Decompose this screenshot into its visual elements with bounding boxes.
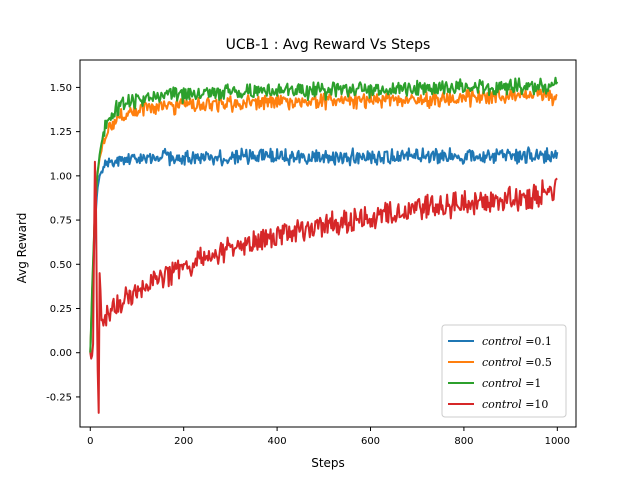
legend-label-value: =1 xyxy=(525,377,541,390)
legend-label-var: control xyxy=(482,356,525,369)
x-axis: 0 200 400 600 800 1000 xyxy=(87,427,570,447)
y-tick-label: 1.25 xyxy=(50,127,72,138)
legend-label-value: =0.5 xyxy=(525,356,552,369)
legend-label: control =0.1 xyxy=(482,335,552,348)
legend-label-var: control xyxy=(482,377,525,390)
legend-label: control =0.5 xyxy=(482,356,552,369)
y-tick-label: 0.50 xyxy=(50,260,72,271)
legend-label-value: =0.1 xyxy=(525,335,552,348)
x-axis-label: Steps xyxy=(311,456,345,470)
legend-label-var: control xyxy=(482,335,525,348)
y-tick-label: 0.75 xyxy=(50,216,72,227)
legend-label: control =1 xyxy=(482,377,541,390)
legend-box xyxy=(441,324,567,418)
legend-label-var: control xyxy=(482,398,525,411)
y-tick-label: -0.25 xyxy=(46,392,72,403)
y-tick-label: 1.50 xyxy=(50,83,72,94)
series-layer xyxy=(89,76,559,414)
series-line xyxy=(89,146,559,353)
y-tick-label: 0.00 xyxy=(50,348,72,359)
x-tick-label: 200 xyxy=(174,436,193,447)
plot-frame xyxy=(79,59,577,428)
x-tick-label: 600 xyxy=(361,436,380,447)
x-tick-label: 800 xyxy=(454,436,473,447)
y-axis-label: Avg Reward xyxy=(15,213,29,284)
chart-title: UCB-1 : Avg Reward Vs Steps xyxy=(226,37,431,53)
y-tick-label: 1.00 xyxy=(50,171,72,182)
legend-label-value: =10 xyxy=(525,398,548,411)
x-tick-label: 400 xyxy=(268,436,287,447)
x-tick-label: 1000 xyxy=(545,436,570,447)
series-line xyxy=(89,160,558,414)
legend-label: control =10 xyxy=(482,398,548,411)
y-axis: -0.25 0.00 0.25 0.50 0.75 1.00 1.25 1.50 xyxy=(46,83,80,403)
x-tick-label: 0 xyxy=(87,436,93,447)
series-line xyxy=(89,76,559,353)
y-tick-label: 0.25 xyxy=(50,304,72,315)
series-line xyxy=(89,87,558,353)
